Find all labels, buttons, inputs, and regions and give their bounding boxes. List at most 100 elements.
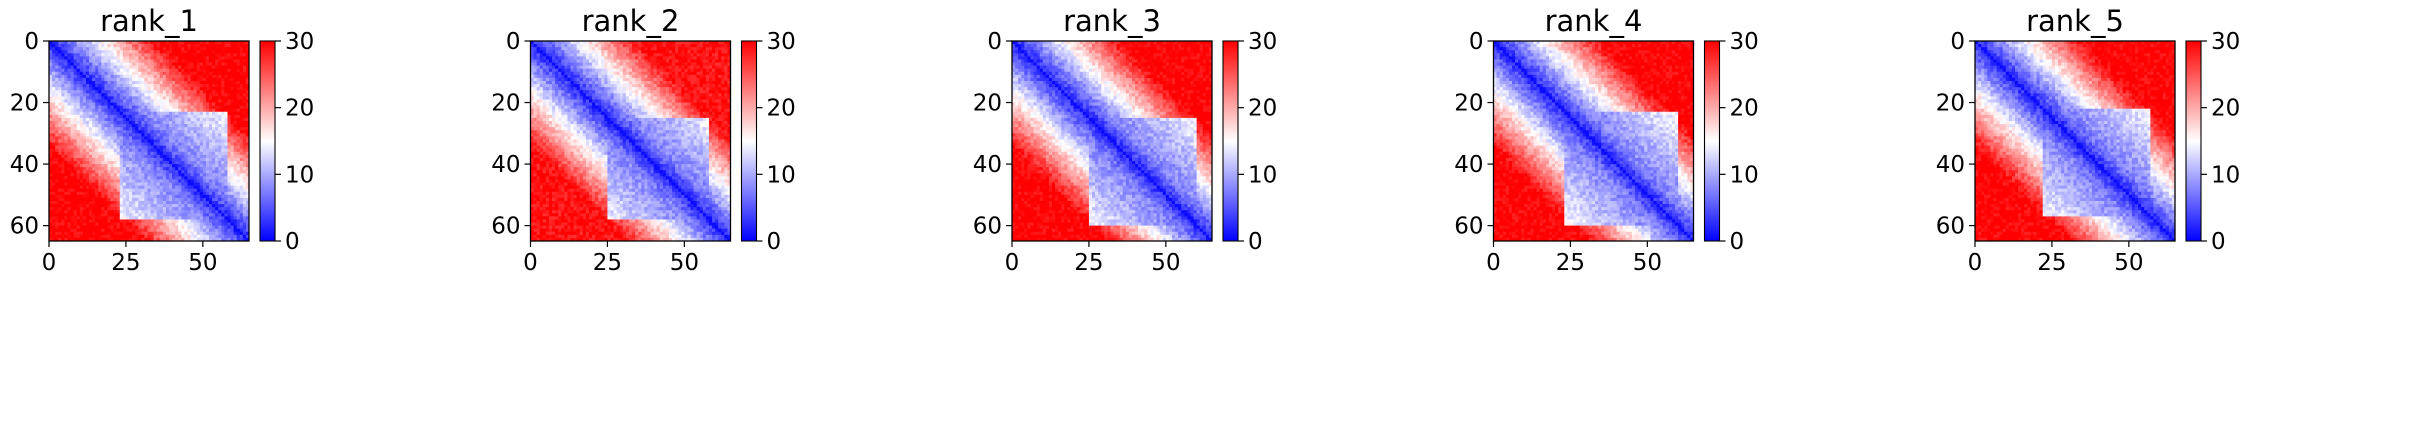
heatmap-cell (119, 201, 124, 205)
heatmap-cell (110, 157, 115, 162)
heatmap-cell (622, 62, 627, 67)
heatmap-cell (715, 44, 719, 48)
heatmap-cell (107, 145, 111, 150)
heatmap-cell (156, 136, 161, 140)
heatmap-cell (567, 74, 571, 79)
heatmap-cell (184, 161, 188, 165)
heatmap-cell (132, 50, 136, 54)
heatmap-cell (184, 56, 188, 60)
heatmap-cell (119, 154, 124, 159)
heatmap-cell (119, 179, 124, 183)
heatmap-cell (530, 68, 534, 73)
heatmap-cell (187, 176, 191, 180)
heatmap-cell (199, 151, 204, 156)
heatmap-cell (49, 102, 53, 107)
heatmap-cell (79, 111, 84, 116)
heatmap-cell (221, 157, 225, 162)
heatmap-cell (542, 47, 547, 51)
heatmap-cell (58, 77, 62, 82)
heatmap-cell (73, 68, 78, 73)
heatmap-cell (147, 93, 151, 97)
heatmap-cell (104, 207, 108, 211)
heatmap-cell (190, 90, 195, 94)
heatmap-cell (70, 74, 75, 79)
heatmap-cell (178, 81, 182, 85)
heatmap-cell (681, 65, 685, 70)
heatmap-cell (141, 148, 145, 153)
heatmap-cell (141, 121, 145, 125)
heatmap-cell (175, 47, 179, 51)
heatmap-cell (218, 231, 222, 236)
heatmap-cell (147, 207, 151, 211)
heatmap-cell (239, 68, 244, 73)
heatmap-cell (212, 234, 216, 239)
heatmap-cell (85, 225, 90, 230)
heatmap-cell (125, 145, 130, 150)
heatmap-cell (215, 154, 219, 159)
heatmap-cell (85, 154, 90, 159)
heatmap-cell (153, 65, 158, 70)
heatmap-cell (153, 53, 158, 57)
heatmap-cell (125, 228, 130, 233)
heatmap-cell (224, 87, 228, 91)
heatmap-cell (95, 182, 99, 187)
heatmap-cell (536, 65, 541, 70)
heatmap-cell (693, 56, 698, 60)
heatmap-cell (635, 50, 639, 54)
heatmap-cell (110, 222, 115, 227)
heatmap-cell (162, 74, 167, 79)
heatmap-cell (205, 127, 210, 131)
heatmap-cell (178, 204, 182, 208)
heatmap-cell (193, 84, 198, 88)
heatmap-cell (162, 142, 167, 147)
heatmap-cell (681, 53, 685, 57)
heatmap-cell (205, 81, 210, 85)
heatmap-cell (245, 93, 250, 97)
heatmap-cell (153, 77, 158, 82)
heatmap-cell (558, 68, 562, 73)
heatmap-cell (85, 204, 90, 208)
heatmap-cell (125, 111, 130, 116)
heatmap-cell (628, 44, 633, 48)
heatmap-cell (199, 210, 204, 214)
heatmap-cell (119, 62, 124, 67)
heatmap-cell (690, 56, 694, 60)
heatmap-cell (696, 59, 701, 63)
heatmap-cell (61, 210, 65, 214)
heatmap-cell (89, 65, 93, 70)
heatmap-cell (178, 194, 182, 199)
heatmap-cell (233, 142, 238, 147)
heatmap-cell (67, 173, 71, 177)
heatmap-cell (82, 90, 87, 94)
heatmap-cell (138, 151, 142, 156)
heatmap-cell (172, 111, 176, 116)
heatmap-cell (156, 59, 161, 63)
heatmap-cell (98, 62, 102, 67)
heatmap-cell (73, 188, 78, 193)
heatmap-cell (181, 71, 185, 76)
heatmap-cell (181, 228, 185, 233)
heatmap-cell (89, 59, 93, 63)
heatmap-cell (101, 157, 105, 162)
heatmap-cell (153, 124, 158, 128)
heatmap-cell (595, 68, 599, 73)
heatmap-cell (135, 136, 139, 140)
heatmap-cell (681, 41, 685, 45)
heatmap-cell (579, 59, 584, 63)
heatmap-cell (49, 136, 53, 140)
heatmap-cell (588, 65, 593, 70)
heatmap-cell (70, 201, 75, 205)
heatmap-cell (598, 53, 602, 57)
heatmap-cell (165, 176, 170, 180)
heatmap-cell (227, 44, 231, 48)
heatmap-cell (202, 194, 207, 199)
heatmap-cell (129, 71, 133, 76)
heatmap-cell (221, 139, 225, 143)
heatmap-cell (181, 105, 185, 110)
heatmap-cell (202, 204, 207, 208)
heatmap-cell (690, 68, 694, 73)
heatmap-cell (76, 90, 81, 94)
heatmap-cell (165, 90, 170, 94)
heatmap-cell (196, 99, 201, 103)
heatmap-cell (705, 53, 710, 57)
